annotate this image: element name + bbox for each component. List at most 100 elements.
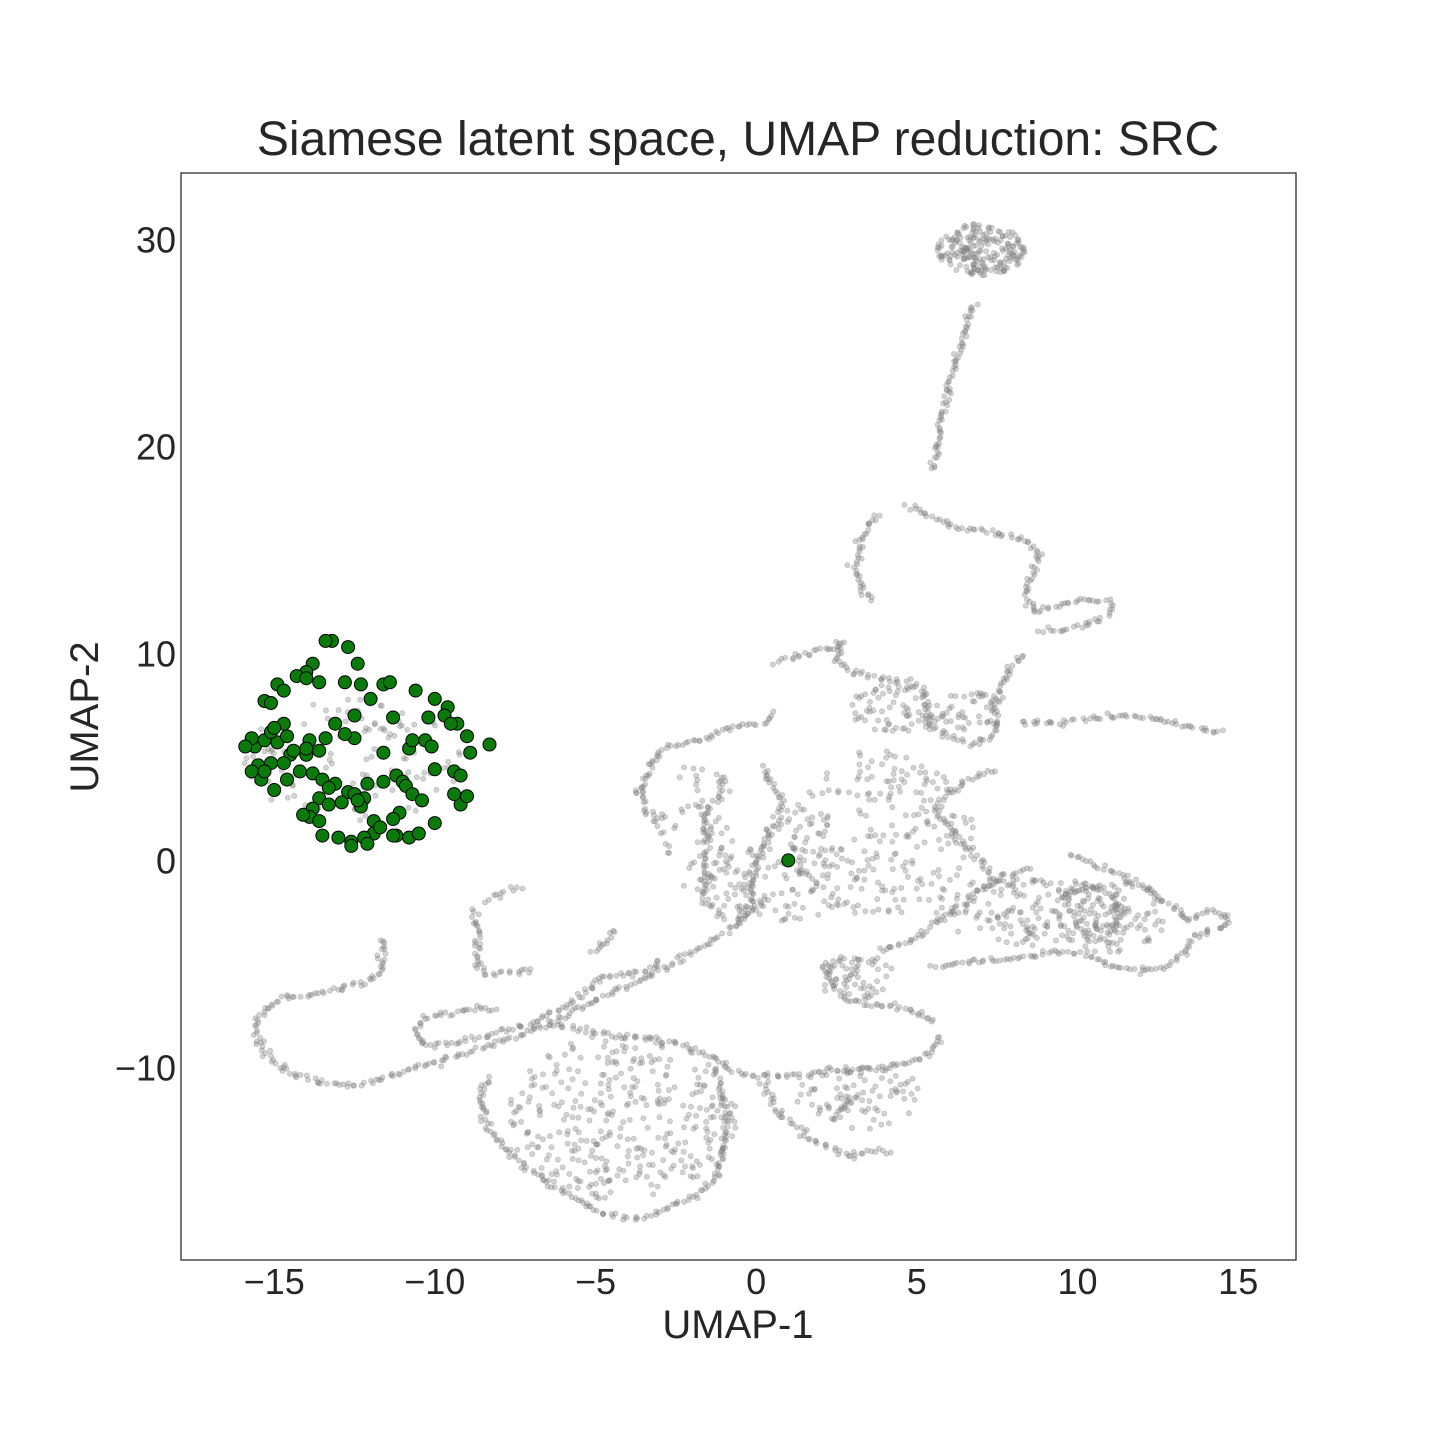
background-point (1105, 923, 1112, 930)
background-point (1186, 937, 1193, 944)
background-point (866, 1125, 873, 1132)
background-point (803, 1127, 810, 1134)
background-point (323, 1080, 330, 1087)
background-point (744, 910, 751, 917)
background-point (1108, 713, 1115, 720)
background-point (284, 794, 291, 801)
background-point (721, 1103, 728, 1110)
background-point (570, 1025, 577, 1032)
highlight-point (408, 683, 423, 698)
background-point (898, 768, 905, 775)
background-point (1034, 628, 1041, 635)
background-point (1048, 720, 1055, 727)
background-point (931, 464, 938, 471)
background-point (485, 896, 492, 903)
background-point (938, 410, 945, 417)
background-point (904, 771, 911, 778)
background-point (706, 1053, 713, 1060)
background-point (360, 1079, 367, 1086)
background-point (1004, 264, 1011, 271)
background-point (695, 1074, 702, 1081)
background-point (1063, 626, 1070, 633)
background-point (1013, 256, 1020, 263)
background-point (937, 412, 944, 419)
background-point (587, 1203, 594, 1210)
background-point (1096, 618, 1103, 625)
background-point (775, 1073, 782, 1080)
highlight-point (386, 828, 401, 843)
background-point (586, 1117, 593, 1124)
background-point (350, 780, 357, 787)
background-point (292, 1070, 299, 1077)
background-point (1031, 564, 1038, 571)
background-point (971, 856, 978, 863)
y-tick-label: 0 (156, 840, 176, 881)
background-point (894, 678, 901, 685)
background-point (713, 1068, 720, 1075)
background-point (910, 812, 917, 819)
background-point (646, 1053, 653, 1060)
background-point (829, 964, 836, 971)
background-point (1106, 948, 1113, 955)
background-point (1039, 948, 1046, 955)
background-point (619, 1042, 626, 1049)
background-point (589, 1034, 596, 1041)
background-point (669, 962, 676, 969)
background-point (652, 961, 659, 968)
background-point (993, 719, 1000, 726)
background-point (425, 1060, 432, 1067)
background-point (758, 902, 765, 909)
background-point (374, 952, 381, 959)
background-point (675, 1140, 682, 1147)
background-point (931, 725, 938, 732)
background-point (1021, 718, 1028, 725)
highlight-point (337, 727, 352, 742)
background-point (431, 1012, 438, 1019)
background-point (555, 1007, 562, 1014)
background-point (717, 778, 724, 785)
background-point (1159, 898, 1166, 905)
x-axis-label: UMAP-1 (662, 1303, 813, 1347)
background-point (786, 1116, 793, 1123)
background-point (870, 908, 877, 915)
background-point (732, 884, 739, 891)
background-point (641, 1034, 648, 1041)
background-point (1065, 927, 1072, 934)
background-point (931, 462, 938, 469)
background-point (958, 335, 965, 342)
background-point (643, 809, 650, 816)
background-point (521, 1167, 528, 1174)
background-point (968, 304, 975, 311)
background-point (868, 992, 875, 999)
background-point (556, 1129, 563, 1136)
background-point (797, 915, 804, 922)
background-point (1141, 916, 1148, 923)
background-point (376, 1076, 383, 1083)
background-point (847, 884, 854, 891)
background-point (886, 1065, 893, 1072)
background-point (903, 678, 910, 685)
background-point (1002, 921, 1009, 928)
background-point (924, 1050, 931, 1057)
background-point (547, 1022, 554, 1029)
background-point (322, 707, 329, 714)
background-point (338, 987, 345, 994)
background-point (769, 1091, 776, 1098)
background-point (647, 1035, 654, 1042)
background-point (831, 658, 838, 665)
background-point (481, 1086, 488, 1093)
background-point (737, 920, 744, 927)
background-point (581, 1159, 588, 1166)
background-point (725, 896, 732, 903)
background-point (940, 728, 947, 735)
background-point (876, 1145, 883, 1152)
background-point (775, 826, 782, 833)
background-point (955, 526, 962, 533)
background-point (920, 692, 927, 699)
background-point (566, 1066, 573, 1073)
background-point (765, 864, 772, 871)
background-point (836, 658, 843, 665)
background-point (976, 741, 983, 748)
background-point (350, 1082, 357, 1089)
background-point (782, 654, 789, 661)
